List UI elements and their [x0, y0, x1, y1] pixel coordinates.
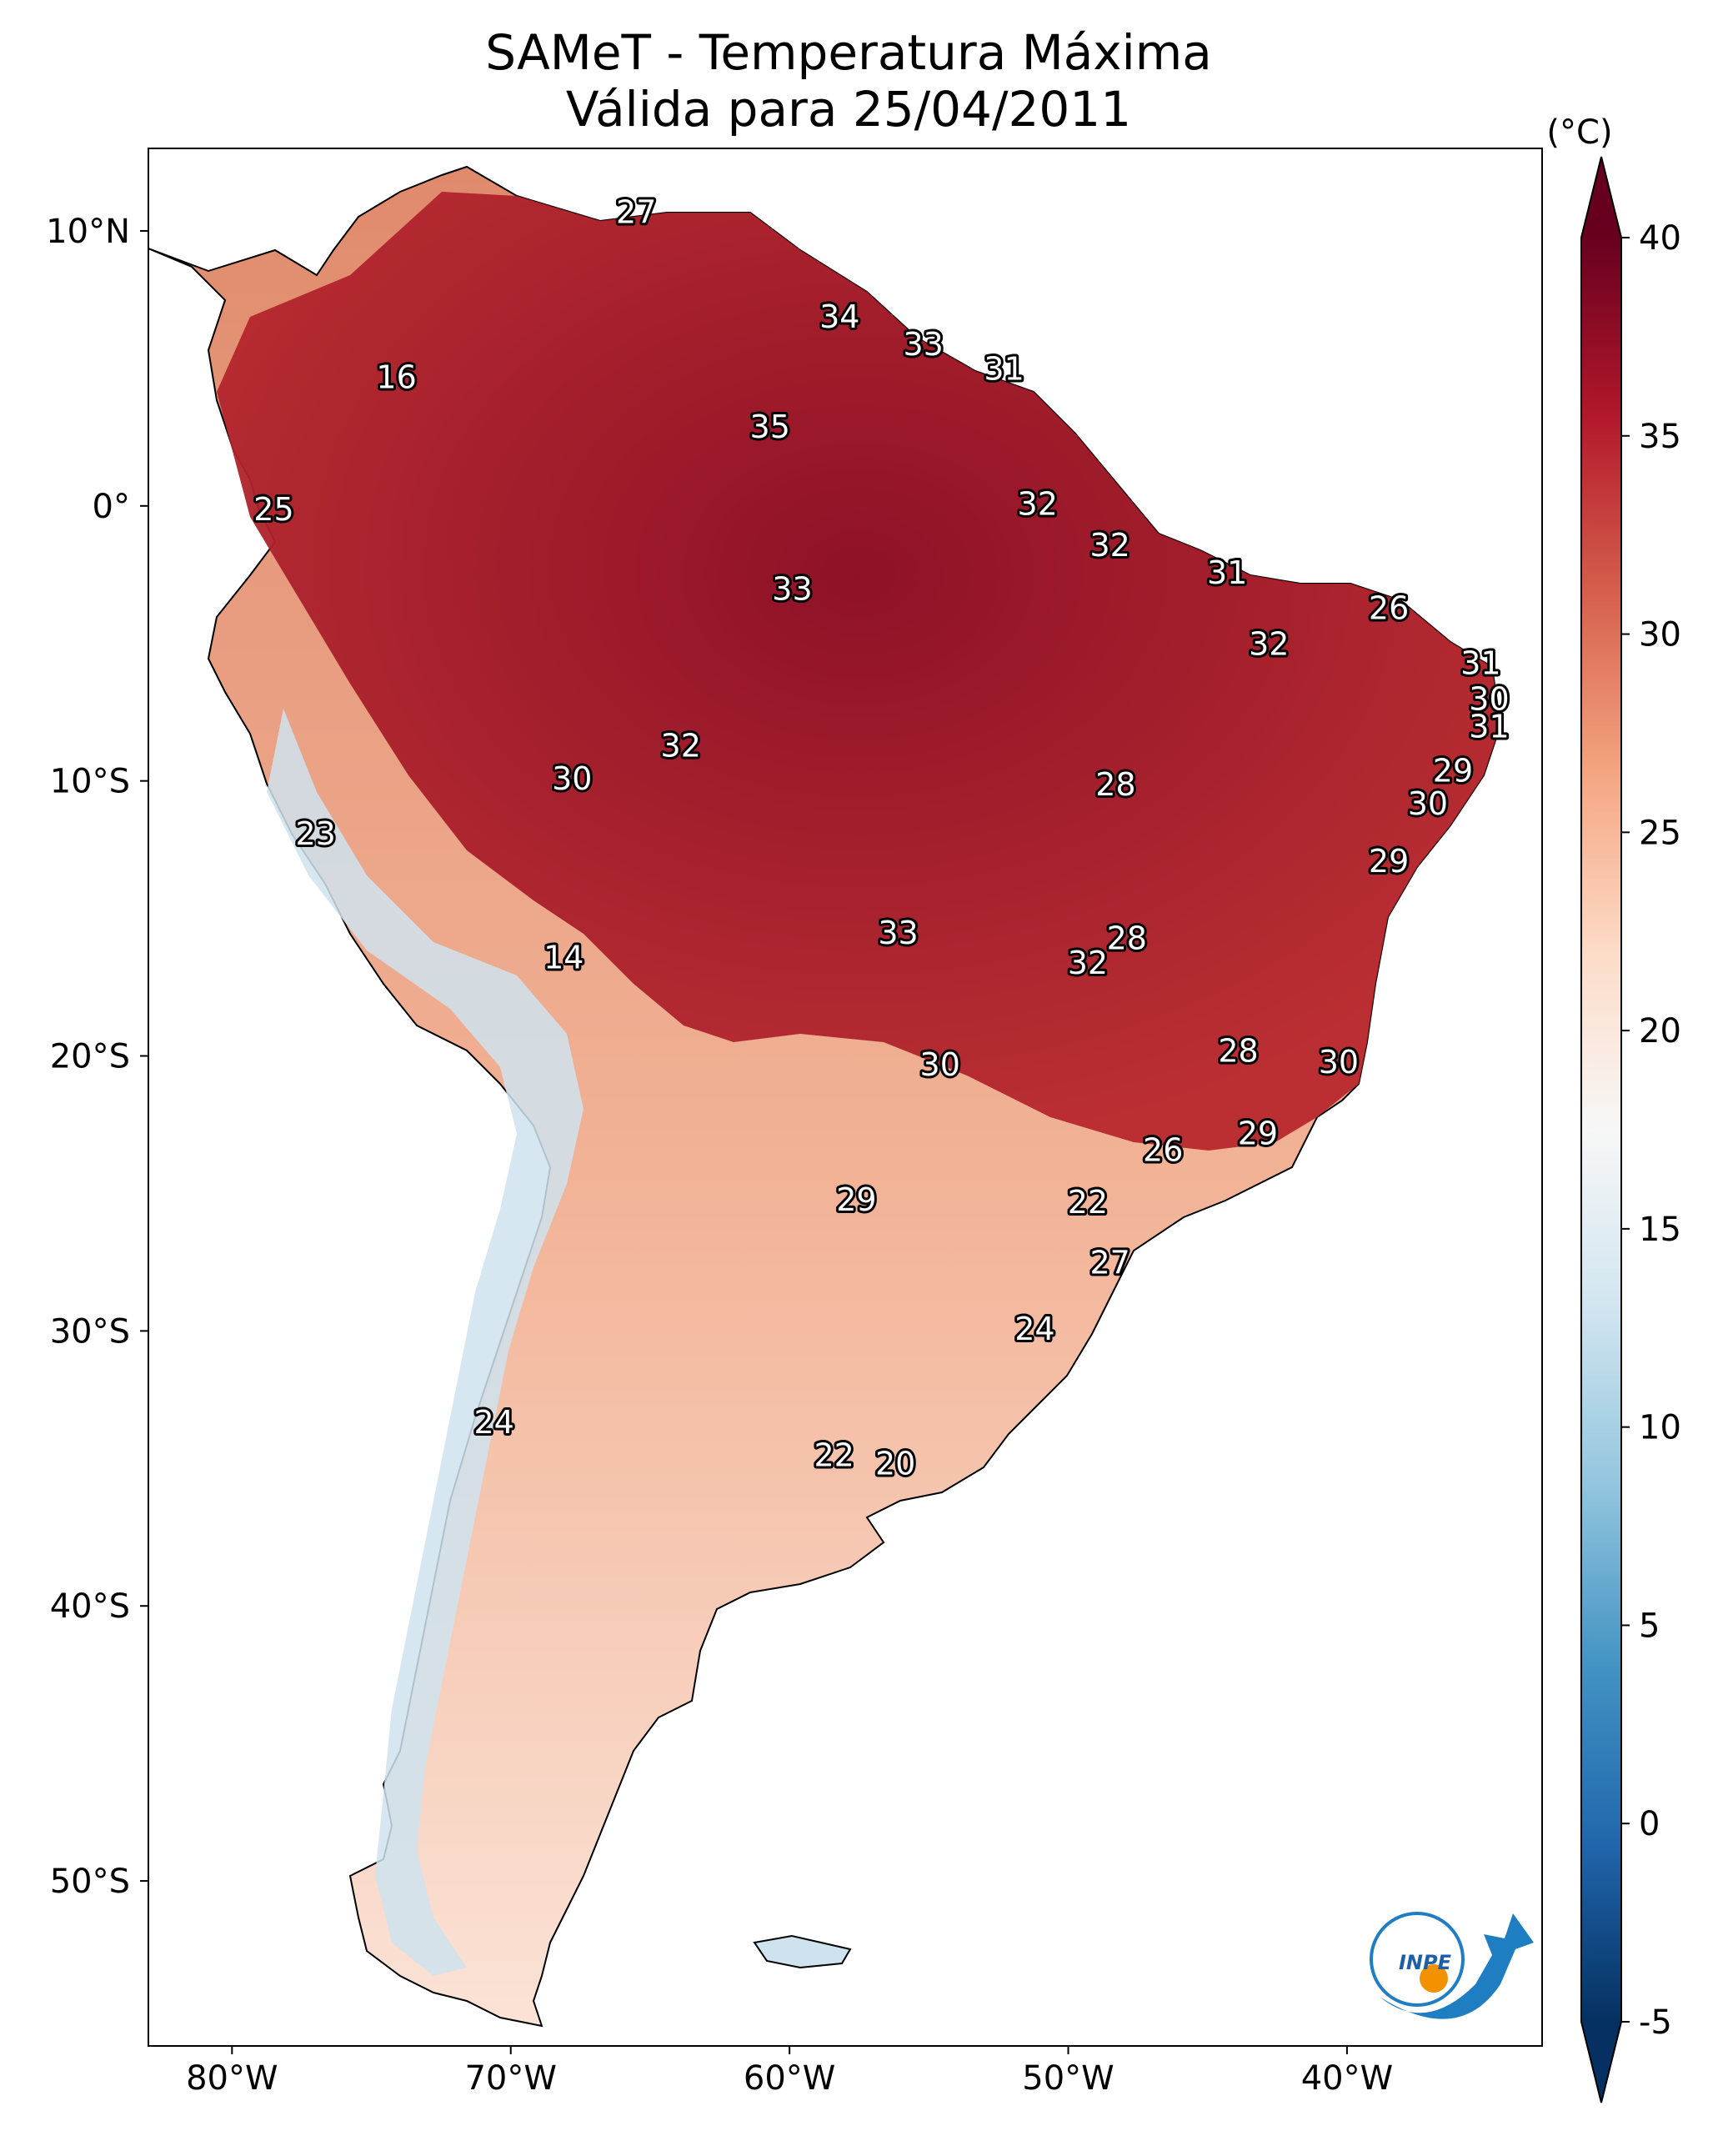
colorbar-max-extend: [1581, 157, 1621, 238]
temperature-label: 32: [661, 728, 701, 765]
lat-tick-label: 20°S: [50, 1038, 130, 1076]
temperature-label: 24: [1014, 1311, 1054, 1347]
temperature-label: 29: [836, 1181, 876, 1218]
latitude-axis: 10°N 0° 10°S 20°S 30°S 40°S 50°S: [46, 213, 148, 1901]
temperature-label: 26: [1369, 590, 1409, 627]
temperature-label: 33: [772, 571, 812, 608]
temperature-label: 31: [984, 351, 1024, 388]
logo-sun-icon: [1420, 1964, 1448, 1993]
temperature-label: 27: [616, 194, 656, 231]
colorbar-gradient: [1581, 238, 1621, 2022]
colorbar-tick-label: 25: [1639, 814, 1681, 852]
continent-layer: [148, 165, 1502, 2028]
falkland-islands: [753, 1934, 852, 1969]
temperature-label: 30: [552, 760, 592, 797]
temperature-label: 31: [1460, 645, 1500, 682]
lat-tick-label: 10°S: [50, 763, 130, 801]
colorbar-tick-label: 20: [1639, 1012, 1681, 1050]
temperature-label: 33: [878, 915, 918, 951]
temperature-label: 28: [1107, 920, 1147, 956]
temperature-label: 23: [295, 815, 335, 852]
lat-tick-label: 0°: [93, 488, 130, 526]
temperature-label: 28: [1218, 1033, 1258, 1070]
lon-tick-label: 40°W: [1301, 2059, 1393, 2098]
logo-ring: [1370, 1912, 1465, 2007]
temperature-label: 34: [819, 298, 859, 335]
colorbar-ticks: -5 0 5 10 15 20 25 30 35 40: [1621, 219, 1681, 2042]
temperature-label: 20: [875, 1446, 915, 1482]
colorbar-tick-label: 30: [1639, 616, 1681, 654]
lat-tick-label: 50°S: [50, 1863, 130, 1901]
temperature-label: 25: [253, 491, 293, 528]
temperature-label: 29: [1238, 1116, 1278, 1152]
temperature-label: 33: [903, 326, 943, 363]
longitude-axis: 80°W 70°W 60°W 50°W 40°W: [186, 2046, 1393, 2098]
temperature-label: 32: [1068, 945, 1108, 981]
colorbar-tick-label: 15: [1639, 1211, 1681, 1249]
temperature-label: 30: [920, 1046, 960, 1083]
temperature-label: 14: [543, 940, 584, 976]
colorbar-tick-label: 40: [1639, 219, 1681, 258]
colorbar-min-extend: [1581, 2022, 1621, 2103]
lon-tick-label: 50°W: [1022, 2059, 1114, 2098]
logo-arrow-icon: [1380, 1913, 1534, 2019]
temperature-label: 16: [376, 359, 416, 396]
colorbar-tick-label: 5: [1639, 1607, 1660, 1645]
tropical-hot-region: [217, 192, 1500, 1151]
temperature-label: 29: [1369, 843, 1409, 880]
colorbar-tick-label: 10: [1639, 1409, 1681, 1447]
colorbar: (°C) -5 0 5 10 15 20 25 30 35 40: [1546, 113, 1681, 2103]
temperature-label: 30: [1408, 785, 1448, 822]
lon-tick-label: 80°W: [186, 2059, 278, 2098]
temperature-label: 22: [814, 1437, 854, 1474]
temperature-label: 30: [1319, 1044, 1359, 1081]
temperature-label: 28: [1095, 766, 1135, 803]
temperature-label: 31: [1469, 708, 1509, 745]
map-subtitle: Válida para 25/04/2011: [565, 81, 1132, 138]
temperature-label: 35: [750, 409, 790, 445]
inpe-logo: INPE: [1370, 1912, 1534, 2019]
temperature-label: 31: [1207, 554, 1247, 591]
andes-cool-band: [267, 709, 584, 1976]
temperature-label: 32: [1249, 626, 1289, 663]
map-frame: [148, 148, 1543, 2047]
temperature-label: 29: [1433, 752, 1473, 789]
lon-tick-label: 70°W: [464, 2059, 556, 2098]
temperature-label: 22: [1068, 1184, 1108, 1221]
temperature-label: 26: [1143, 1131, 1183, 1168]
temperature-label: 32: [1018, 485, 1058, 522]
colorbar-tick-label: 0: [1639, 1805, 1660, 1843]
logo-text: INPE: [1399, 1951, 1452, 1974]
colorbar-tick-label: -5: [1639, 2003, 1672, 2042]
lat-tick-label: 10°N: [46, 213, 130, 251]
lat-tick-label: 40°S: [50, 1587, 130, 1626]
lon-tick-label: 60°W: [744, 2059, 835, 2098]
lat-tick-label: 30°S: [50, 1312, 130, 1351]
colorbar-tick-label: 35: [1639, 418, 1681, 456]
temperature-label: 32: [1090, 527, 1130, 564]
temperature-label: 30: [1469, 681, 1509, 718]
colorbar-unit: (°C): [1546, 113, 1612, 152]
map-title: SAMeT - Temperatura Máxima: [485, 24, 1212, 81]
temperature-label: 24: [473, 1404, 513, 1441]
temperature-label: 27: [1090, 1245, 1130, 1281]
